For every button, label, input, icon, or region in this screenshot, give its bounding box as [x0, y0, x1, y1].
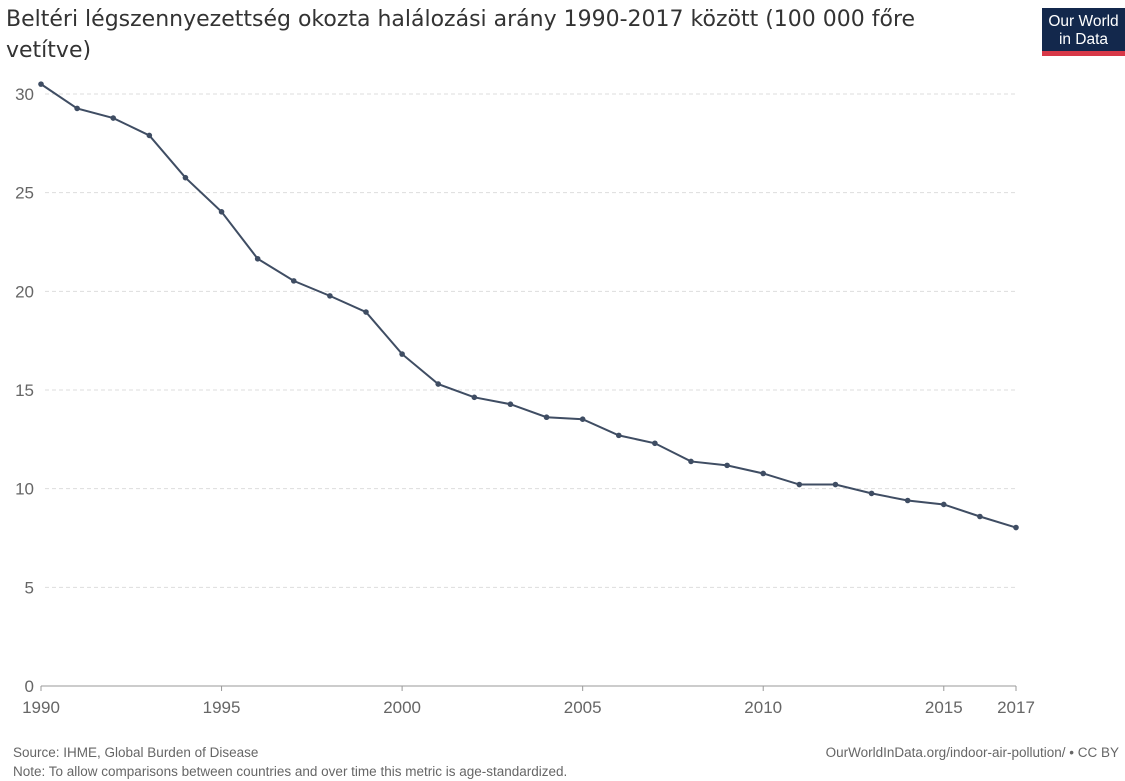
data-point — [940, 501, 947, 508]
x-tick-label: 2017 — [997, 698, 1035, 717]
data-point — [868, 490, 875, 497]
data-point — [543, 414, 550, 421]
data-point — [74, 105, 80, 112]
x-tick-label: 1990 — [22, 698, 60, 717]
y-tick-label: 5 — [25, 578, 34, 597]
data-point — [254, 255, 261, 262]
data-point — [579, 416, 586, 423]
data-point — [38, 81, 44, 87]
data-point — [507, 401, 514, 408]
chart-title: Beltéri légszennyezettség okozta haláloz… — [6, 7, 916, 63]
data-point — [399, 351, 405, 357]
y-tick-label: 15 — [15, 381, 34, 400]
data-point — [290, 278, 297, 284]
data-point — [1013, 524, 1019, 531]
source-url-link[interactable]: OurWorldInData.org/indoor-air-pollution/… — [825, 745, 1119, 760]
x-tick-label: 1995 — [203, 698, 241, 717]
x-tick-label: 2010 — [744, 698, 782, 717]
data-point — [435, 381, 442, 387]
data-point — [760, 470, 767, 477]
data-point — [363, 309, 369, 315]
data-point — [652, 440, 658, 447]
logo-line1: Our World — [1048, 13, 1119, 30]
note-text: Note: To allow comparisons between count… — [13, 764, 568, 779]
data-point — [182, 174, 189, 181]
x-tick-label: 2015 — [925, 698, 963, 717]
y-tick-label: 10 — [15, 480, 34, 499]
series-line — [40, 83, 1017, 529]
source-text: Source: IHME, Global Burden of Disease — [13, 745, 259, 760]
data-point — [904, 497, 911, 504]
y-tick-label: 25 — [15, 184, 34, 203]
y-tick-label: 30 — [15, 85, 34, 104]
x-tick-label: 2000 — [383, 698, 421, 717]
data-point — [471, 394, 478, 401]
y-tick-label: 0 — [25, 677, 34, 696]
data-point — [146, 132, 153, 139]
data-point — [688, 458, 694, 465]
x-tick-label: 2005 — [564, 698, 602, 717]
data-point — [218, 209, 225, 215]
data-point — [327, 293, 333, 299]
data-point — [615, 432, 622, 439]
y-tick-label: 20 — [15, 282, 34, 301]
data-point — [832, 481, 839, 488]
data-point — [796, 481, 803, 488]
logo-line2: in Data — [1058, 31, 1109, 48]
owid-logo[interactable]: Our World in Data — [1042, 8, 1125, 56]
data-point — [724, 462, 730, 469]
data-point — [977, 513, 983, 520]
data-point — [110, 115, 117, 121]
